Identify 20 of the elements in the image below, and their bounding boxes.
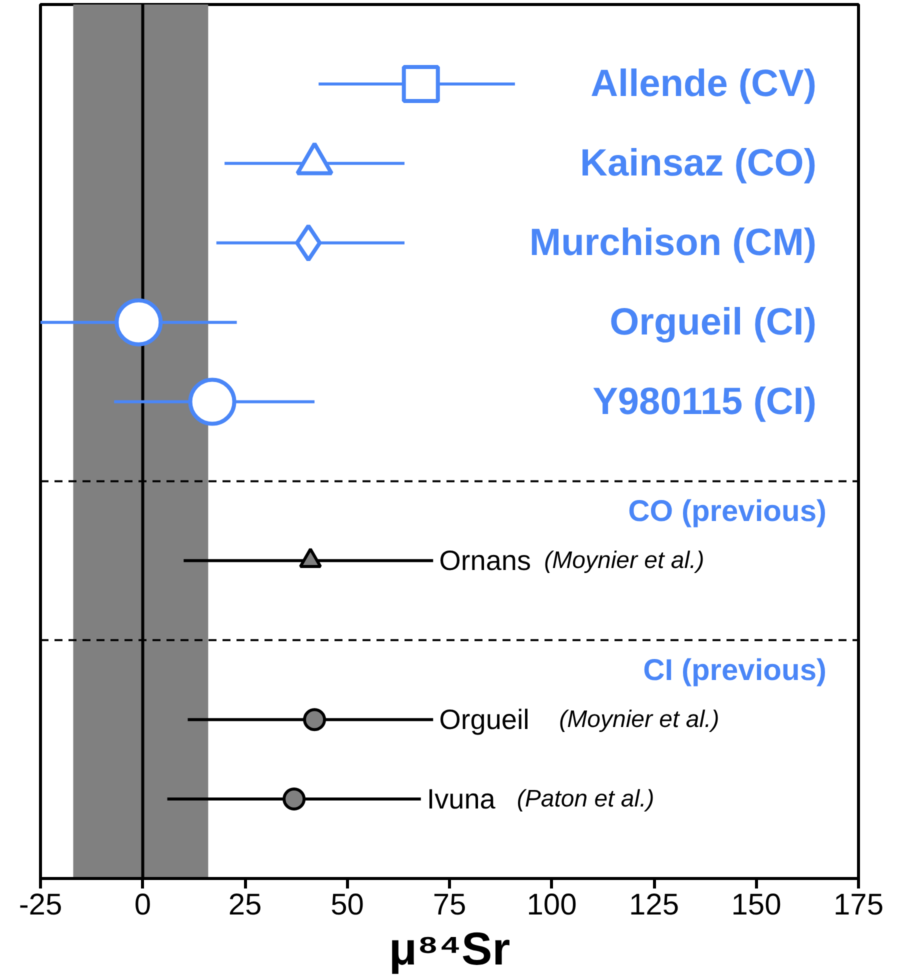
- x-axis-title: μ⁸⁴Sr: [388, 922, 510, 974]
- x-tick-label: 75: [432, 888, 466, 922]
- text: Kainsaz (CO): [580, 142, 817, 184]
- x-tick-label: 50: [330, 888, 364, 922]
- text: Orgueil (CI): [610, 301, 817, 344]
- x-tick-label: 100: [526, 888, 577, 922]
- text: Ornans (Moynier et al.): [439, 545, 704, 576]
- y-tick-label: CO (previous): [628, 495, 827, 528]
- x-tick-label: -25: [18, 888, 62, 922]
- x-tick-label: 150: [731, 888, 782, 922]
- x-tick-label: 175: [833, 888, 884, 922]
- text: Murchison (CM): [529, 222, 816, 264]
- text: Ivuna (Paton et al.): [426, 784, 654, 815]
- x-tick-label: 125: [628, 888, 680, 922]
- x-tick-label: 25: [228, 888, 262, 922]
- text: Allende (CV): [590, 62, 817, 105]
- text: Orgueil (Moynier et al.): [439, 704, 720, 736]
- x-tick-label: 0: [134, 888, 152, 922]
- text: Y980115 (CI): [592, 380, 817, 423]
- y-tick-label: CI (previous): [643, 654, 827, 688]
